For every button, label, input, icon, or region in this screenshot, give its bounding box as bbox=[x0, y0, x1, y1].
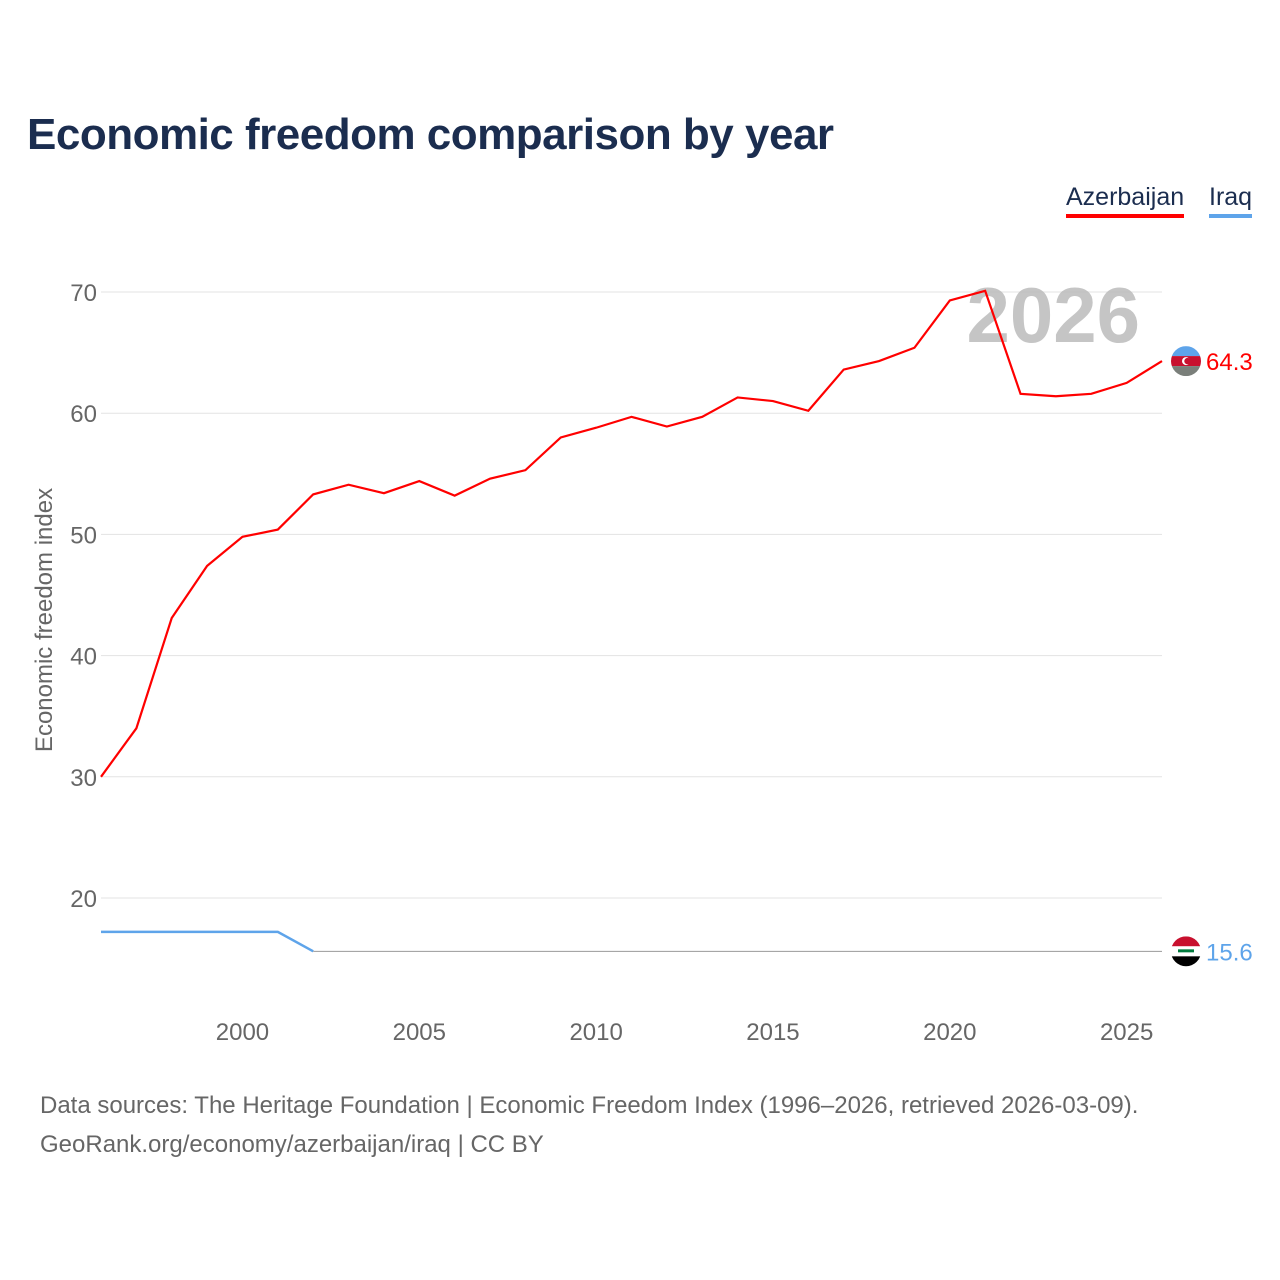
x-tick-label: 2000 bbox=[216, 1019, 269, 1046]
source-line-2[interactable]: GeoRank.org/economy/azerbaijan/iraq | CC… bbox=[40, 1131, 544, 1158]
azerbaijan-flag-icon bbox=[1171, 346, 1201, 377]
series-line-iraq bbox=[101, 930, 314, 953]
y-tick-label: 60 bbox=[70, 401, 97, 428]
y-tick-label: 30 bbox=[70, 765, 97, 792]
chart-title: Economic freedom comparison by year bbox=[27, 110, 834, 159]
current-year-label: 2026 bbox=[966, 271, 1140, 359]
x-tick-label: 2020 bbox=[923, 1019, 976, 1046]
y-tick-label: 40 bbox=[70, 644, 97, 671]
end-label-iraq: 15.6 bbox=[1206, 939, 1253, 966]
y-tick-label: 70 bbox=[70, 280, 97, 307]
legend-item-azerbaijan[interactable]: Azerbaijan bbox=[1066, 183, 1185, 218]
y-tick-label: 20 bbox=[70, 886, 97, 913]
legend-item-iraq[interactable]: Iraq bbox=[1209, 183, 1253, 218]
y-axis-label: Economic freedom index bbox=[31, 488, 58, 752]
y-tick-label: 50 bbox=[70, 522, 97, 549]
end-label-azerbaijan: 64.3 bbox=[1206, 349, 1253, 376]
x-tick-label: 2005 bbox=[393, 1019, 446, 1046]
source-note: Data sources: The Heritage Foundation | … bbox=[40, 1086, 1138, 1164]
source-line-1: Data sources: The Heritage Foundation | … bbox=[40, 1092, 1139, 1119]
iraq-flag-icon bbox=[1171, 936, 1201, 967]
x-tick-label: 2015 bbox=[746, 1019, 799, 1046]
x-tick-label: 2025 bbox=[1100, 1019, 1153, 1046]
series-line-azerbaijan bbox=[100, 289, 1163, 778]
x-tick-label: 2010 bbox=[569, 1019, 622, 1046]
